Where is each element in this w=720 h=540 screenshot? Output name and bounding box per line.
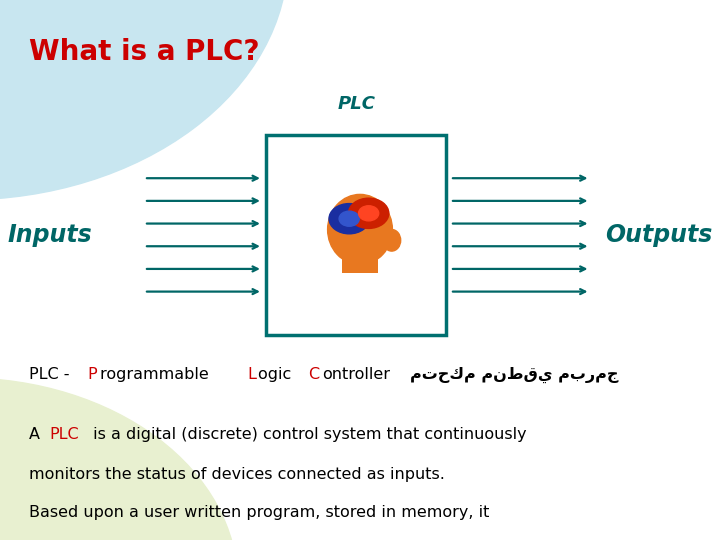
Text: Based upon a user written program, stored in memory, it: Based upon a user written program, store…	[29, 505, 489, 520]
Text: PLC -: PLC -	[29, 367, 74, 382]
Text: متحكم منطقي مبرمج: متحكم منطقي مبرمج	[410, 367, 618, 383]
FancyBboxPatch shape	[342, 254, 378, 273]
Ellipse shape	[328, 194, 392, 265]
Circle shape	[348, 198, 389, 228]
Text: ontroller: ontroller	[323, 367, 390, 382]
Text: Outputs: Outputs	[605, 223, 712, 247]
Text: L: L	[247, 367, 256, 382]
Text: monitors the status of devices connected as inputs.: monitors the status of devices connected…	[29, 467, 445, 482]
Text: rogrammable: rogrammable	[100, 367, 214, 382]
Text: PLC: PLC	[338, 96, 375, 113]
Text: A: A	[29, 427, 45, 442]
Circle shape	[359, 206, 379, 221]
Text: C: C	[308, 367, 319, 382]
Text: P: P	[88, 367, 97, 382]
Text: is a digital (discrete) control system that continuously: is a digital (discrete) control system t…	[88, 427, 526, 442]
Text: ogic: ogic	[258, 367, 297, 382]
Circle shape	[329, 204, 369, 234]
Circle shape	[339, 211, 359, 226]
Text: PLC: PLC	[50, 427, 79, 442]
Text: Inputs: Inputs	[7, 223, 92, 247]
Circle shape	[0, 378, 238, 540]
Circle shape	[0, 0, 288, 200]
Text: What is a PLC?: What is a PLC?	[29, 38, 259, 66]
Ellipse shape	[383, 230, 400, 251]
FancyBboxPatch shape	[266, 135, 446, 335]
